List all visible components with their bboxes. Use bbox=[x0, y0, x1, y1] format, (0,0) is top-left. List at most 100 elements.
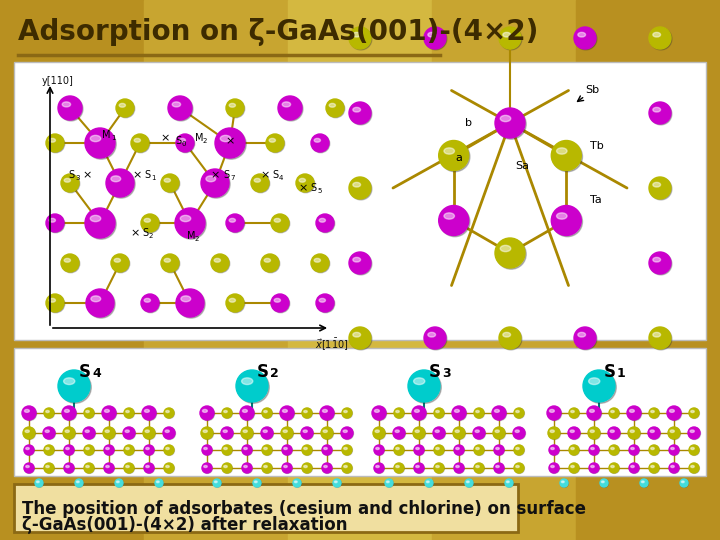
Ellipse shape bbox=[85, 430, 89, 433]
Circle shape bbox=[156, 480, 163, 487]
Text: ζ-GaAs(001)-(4×2) after relaxation: ζ-GaAs(001)-(4×2) after relaxation bbox=[22, 516, 348, 534]
Circle shape bbox=[176, 134, 194, 153]
Circle shape bbox=[124, 445, 134, 455]
Circle shape bbox=[395, 408, 405, 418]
Circle shape bbox=[575, 328, 597, 350]
Ellipse shape bbox=[144, 218, 150, 222]
Circle shape bbox=[689, 463, 699, 473]
Circle shape bbox=[667, 407, 682, 421]
Circle shape bbox=[374, 463, 384, 473]
Ellipse shape bbox=[516, 410, 519, 413]
Circle shape bbox=[552, 141, 582, 172]
Text: Ta: Ta bbox=[590, 195, 602, 205]
Circle shape bbox=[500, 328, 522, 350]
Circle shape bbox=[588, 428, 600, 440]
Circle shape bbox=[394, 408, 404, 418]
Circle shape bbox=[102, 406, 116, 420]
Text: ×: × bbox=[160, 133, 169, 143]
Ellipse shape bbox=[274, 299, 281, 302]
Ellipse shape bbox=[46, 448, 49, 449]
Circle shape bbox=[547, 407, 562, 421]
Circle shape bbox=[296, 174, 314, 192]
Ellipse shape bbox=[396, 448, 400, 449]
Bar bbox=[144, 0, 288, 540]
Ellipse shape bbox=[631, 448, 634, 449]
Circle shape bbox=[58, 370, 90, 402]
Ellipse shape bbox=[500, 116, 510, 122]
Ellipse shape bbox=[166, 410, 169, 413]
Circle shape bbox=[222, 445, 232, 455]
Circle shape bbox=[320, 407, 335, 421]
Ellipse shape bbox=[243, 430, 247, 433]
Circle shape bbox=[374, 428, 385, 440]
Text: b: b bbox=[465, 118, 472, 128]
Ellipse shape bbox=[571, 410, 575, 413]
Ellipse shape bbox=[653, 107, 660, 112]
Circle shape bbox=[213, 479, 221, 487]
Circle shape bbox=[342, 445, 352, 455]
Ellipse shape bbox=[395, 430, 400, 433]
Circle shape bbox=[242, 463, 252, 473]
Ellipse shape bbox=[651, 410, 654, 413]
Circle shape bbox=[440, 207, 470, 237]
Ellipse shape bbox=[690, 465, 694, 468]
Circle shape bbox=[650, 103, 672, 125]
Circle shape bbox=[609, 463, 619, 473]
Ellipse shape bbox=[319, 299, 325, 302]
Bar bbox=[14, 484, 518, 532]
Circle shape bbox=[583, 370, 615, 402]
Circle shape bbox=[494, 445, 504, 455]
Ellipse shape bbox=[653, 333, 660, 337]
Ellipse shape bbox=[436, 410, 439, 413]
Circle shape bbox=[143, 407, 156, 421]
Ellipse shape bbox=[415, 409, 419, 413]
Circle shape bbox=[132, 134, 150, 153]
Ellipse shape bbox=[172, 102, 181, 107]
Ellipse shape bbox=[396, 410, 400, 413]
Ellipse shape bbox=[415, 465, 419, 468]
Circle shape bbox=[649, 27, 671, 49]
Circle shape bbox=[162, 255, 180, 273]
Ellipse shape bbox=[220, 136, 230, 141]
Text: M: M bbox=[102, 130, 110, 140]
Text: 4: 4 bbox=[92, 367, 101, 380]
Circle shape bbox=[144, 463, 154, 473]
Ellipse shape bbox=[181, 296, 191, 302]
Ellipse shape bbox=[611, 448, 614, 449]
Ellipse shape bbox=[610, 430, 614, 433]
Circle shape bbox=[349, 27, 371, 49]
Circle shape bbox=[574, 27, 596, 49]
Ellipse shape bbox=[65, 409, 69, 413]
Circle shape bbox=[302, 446, 312, 455]
Circle shape bbox=[552, 140, 581, 171]
Ellipse shape bbox=[343, 430, 347, 433]
Circle shape bbox=[104, 446, 114, 455]
Circle shape bbox=[142, 215, 160, 233]
Circle shape bbox=[474, 408, 484, 418]
Ellipse shape bbox=[264, 448, 267, 449]
Circle shape bbox=[84, 428, 96, 440]
Ellipse shape bbox=[611, 410, 614, 413]
Ellipse shape bbox=[49, 218, 55, 222]
Ellipse shape bbox=[111, 176, 121, 182]
Circle shape bbox=[514, 463, 524, 473]
Ellipse shape bbox=[26, 465, 30, 468]
Text: 4: 4 bbox=[279, 175, 284, 181]
Ellipse shape bbox=[180, 215, 191, 221]
Circle shape bbox=[395, 446, 405, 455]
Circle shape bbox=[222, 463, 233, 474]
Circle shape bbox=[413, 427, 425, 439]
Ellipse shape bbox=[46, 465, 49, 468]
Circle shape bbox=[162, 175, 180, 193]
Circle shape bbox=[24, 463, 35, 474]
Circle shape bbox=[374, 463, 384, 474]
Circle shape bbox=[424, 27, 446, 49]
Circle shape bbox=[514, 445, 524, 455]
Circle shape bbox=[690, 446, 699, 455]
Circle shape bbox=[177, 290, 205, 318]
Circle shape bbox=[302, 463, 312, 473]
Ellipse shape bbox=[274, 218, 281, 222]
Circle shape bbox=[549, 445, 559, 455]
Circle shape bbox=[474, 446, 485, 455]
Circle shape bbox=[84, 463, 94, 473]
